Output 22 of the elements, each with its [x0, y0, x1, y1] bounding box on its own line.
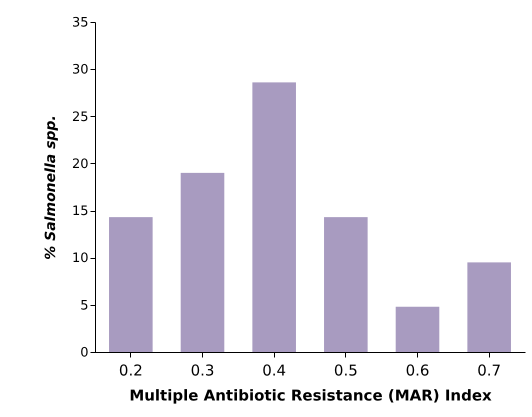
bar	[467, 262, 511, 352]
y-tick-label: 5	[80, 298, 88, 314]
x-tick-label: 0.6	[406, 362, 430, 380]
y-tick-label: 35	[72, 16, 88, 30]
x-tick-label: 0.4	[262, 362, 286, 380]
x-tick-label: 0.7	[477, 362, 502, 380]
y-tick-label: 30	[72, 62, 88, 78]
bar	[252, 82, 296, 352]
x-axis-title: Multiple Antibiotic Resistance (MAR) Index	[129, 386, 492, 404]
y-tick-label: 25	[72, 110, 88, 125]
bar	[324, 217, 368, 352]
x-tick-label: 0.5	[334, 362, 358, 380]
bar	[180, 172, 224, 352]
x-tick-label: 0.2	[118, 362, 143, 380]
y-tick-label: 15	[72, 204, 88, 220]
y-tick-label: 0	[80, 346, 88, 360]
y-axis-title: % Salmonella spp.	[42, 115, 59, 260]
x-tick-label: 0.3	[190, 362, 214, 380]
y-tick-label: 20	[72, 156, 88, 172]
bar	[109, 217, 153, 352]
y-tick-label: 10	[72, 251, 88, 266]
bar	[396, 306, 440, 352]
